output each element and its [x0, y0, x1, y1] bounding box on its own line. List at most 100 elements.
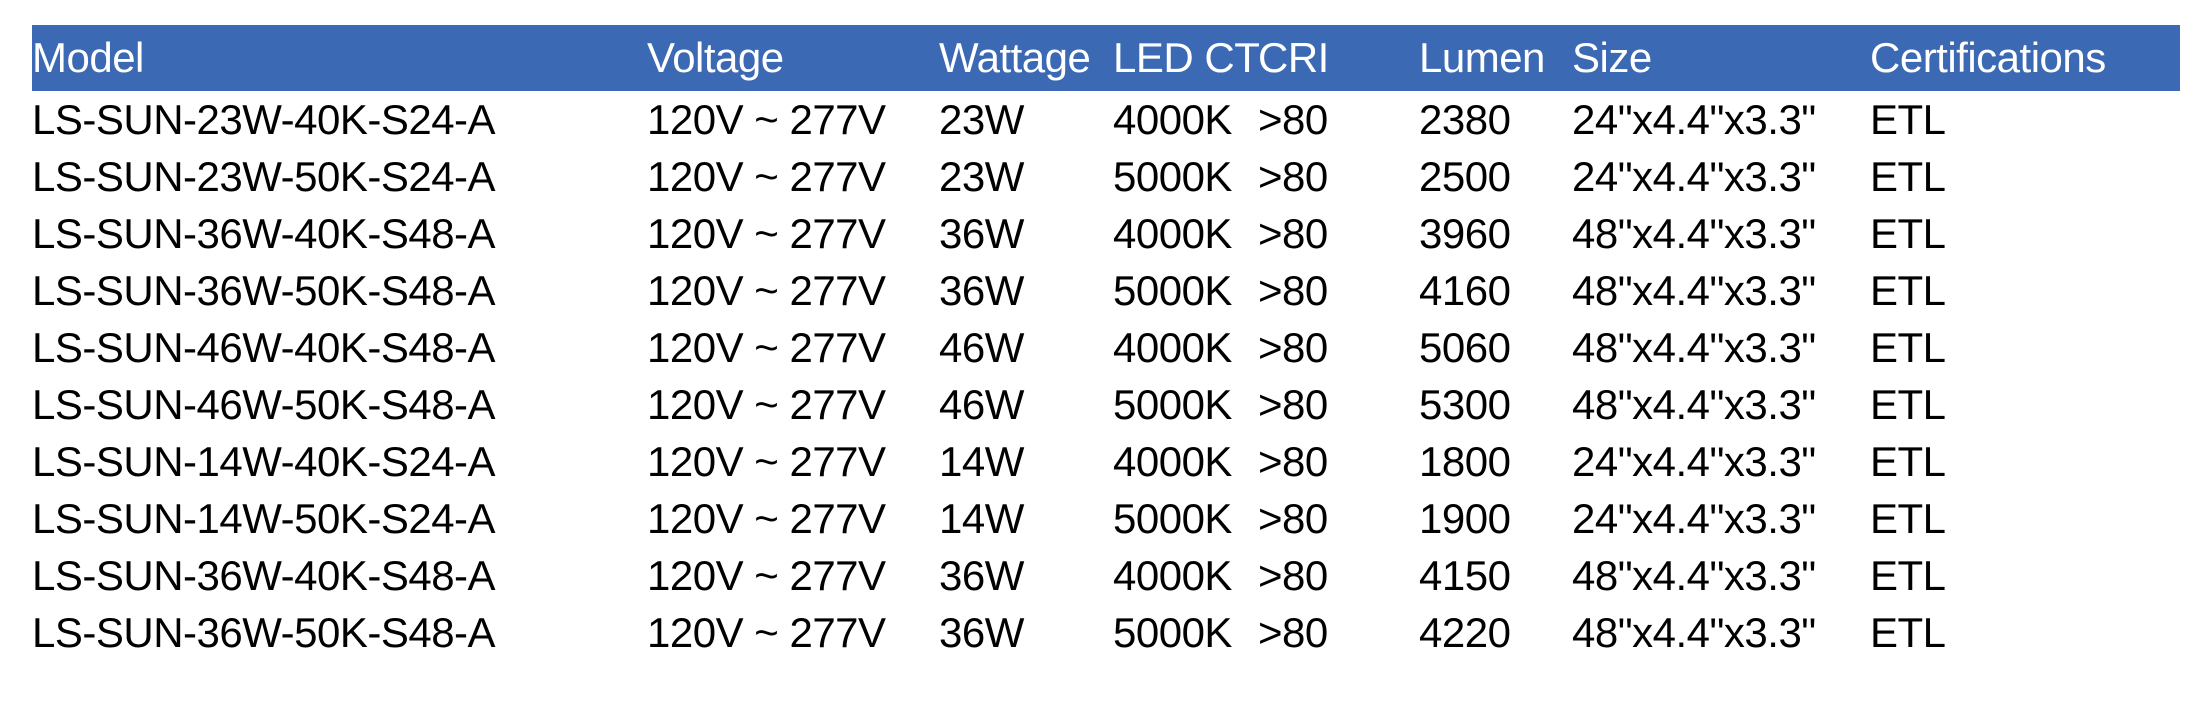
- cell-cri: >80: [1258, 323, 1328, 371]
- cell-led_ct: 4000K: [1113, 95, 1232, 143]
- cell-model: LS-SUN-23W-50K-S24-A: [32, 152, 496, 200]
- cell-wattage: 46W: [939, 323, 1024, 371]
- cell-lumen: 4150: [1419, 551, 1511, 599]
- table-row: LS-SUN-23W-40K-S24-A 120V ~ 277V 23W 4000K >…: [32, 91, 2180, 148]
- cell-lumen: 2500: [1419, 152, 1511, 200]
- cell-certifications: ETL: [1870, 95, 1946, 143]
- cell-size: 48"x4.4"x3.3": [1572, 551, 1816, 599]
- cell-lumen: 5060: [1419, 323, 1511, 371]
- cell-voltage: 120V ~ 277V: [647, 437, 886, 485]
- cell-size: 24"x4.4"x3.3": [1572, 437, 1816, 485]
- cell-cri: >80: [1258, 95, 1328, 143]
- cell-led_ct: 5000K: [1113, 380, 1232, 428]
- cell-wattage: 14W: [939, 437, 1024, 485]
- cell-size: 24"x4.4"x3.3": [1572, 152, 1816, 200]
- cell-lumen: 2380: [1419, 95, 1511, 143]
- table-row: LS-SUN-36W-50K-S48-A 120V ~ 277V 36W 5000K >…: [32, 262, 2180, 319]
- cell-cri: >80: [1258, 209, 1328, 257]
- header-row: Model Voltage Wattage LED CT CRI Lumen Size Cer…: [32, 25, 2180, 91]
- cell-lumen: 1800: [1419, 437, 1511, 485]
- cell-certifications: ETL: [1870, 266, 1946, 314]
- cell-voltage: 120V ~ 277V: [647, 323, 886, 371]
- column-header-cri: CRI: [1258, 25, 1419, 91]
- cell-cri: >80: [1258, 152, 1328, 200]
- cell-model: LS-SUN-36W-40K-S48-A: [32, 209, 496, 257]
- cell-lumen: 3960: [1419, 209, 1511, 257]
- cell-lumen: 4160: [1419, 266, 1511, 314]
- cell-wattage: 23W: [939, 95, 1024, 143]
- cell-cri: >80: [1258, 608, 1328, 656]
- column-header-model: Model: [32, 25, 647, 91]
- table-body: LS-SUN-23W-40K-S24-A 120V ~ 277V 23W 4000K >…: [32, 91, 2180, 661]
- table-row: LS-SUN-36W-40K-S48-A 120V ~ 277V 36W 4000K >…: [32, 547, 2180, 604]
- cell-certifications: ETL: [1870, 551, 1946, 599]
- cell-cri: >80: [1258, 551, 1328, 599]
- cell-size: 24"x4.4"x3.3": [1572, 95, 1816, 143]
- column-header-voltage: Voltage: [647, 25, 939, 91]
- cell-voltage: 120V ~ 277V: [647, 95, 886, 143]
- cell-led_ct: 5000K: [1113, 608, 1232, 656]
- cell-model: LS-SUN-36W-40K-S48-A: [32, 551, 496, 599]
- cell-wattage: 36W: [939, 608, 1024, 656]
- cell-led_ct: 5000K: [1113, 152, 1232, 200]
- cell-model: LS-SUN-36W-50K-S48-A: [32, 608, 496, 656]
- cell-model: LS-SUN-14W-40K-S24-A: [32, 437, 496, 485]
- spec-table: Model Voltage Wattage LED CT CRI Lumen Size Cer…: [32, 25, 2180, 661]
- table-header: Model Voltage Wattage LED CT CRI Lumen Size Cer…: [32, 25, 2180, 91]
- cell-wattage: 36W: [939, 266, 1024, 314]
- cell-size: 48"x4.4"x3.3": [1572, 380, 1816, 428]
- cell-led_ct: 4000K: [1113, 323, 1232, 371]
- cell-size: 48"x4.4"x3.3": [1572, 209, 1816, 257]
- cell-led_ct: 4000K: [1113, 209, 1232, 257]
- cell-certifications: ETL: [1870, 152, 1946, 200]
- cell-led_ct: 5000K: [1113, 266, 1232, 314]
- cell-cri: >80: [1258, 266, 1328, 314]
- cell-size: 48"x4.4"x3.3": [1572, 323, 1816, 371]
- table-row: LS-SUN-23W-50K-S24-A 120V ~ 277V 23W 5000K >…: [32, 148, 2180, 205]
- cell-voltage: 120V ~ 277V: [647, 266, 886, 314]
- cell-led_ct: 4000K: [1113, 437, 1232, 485]
- cell-size: 48"x4.4"x3.3": [1572, 608, 1816, 656]
- column-header-wattage: Wattage: [939, 25, 1113, 91]
- cell-certifications: ETL: [1870, 437, 1946, 485]
- cell-certifications: ETL: [1870, 209, 1946, 257]
- column-header-size: Size: [1572, 25, 1870, 91]
- table-row: LS-SUN-36W-50K-S48-A 120V ~ 277V 36W 5000K >…: [32, 604, 2180, 661]
- table-row: LS-SUN-14W-50K-S24-A 120V ~ 277V 14W 5000K >…: [32, 490, 2180, 547]
- cell-wattage: 46W: [939, 380, 1024, 428]
- cell-size: 24"x4.4"x3.3": [1572, 494, 1816, 542]
- cell-voltage: 120V ~ 277V: [647, 608, 886, 656]
- cell-lumen: 1900: [1419, 494, 1511, 542]
- cell-cri: >80: [1258, 437, 1328, 485]
- table-row: LS-SUN-36W-40K-S48-A 120V ~ 277V 36W 4000K >…: [32, 205, 2180, 262]
- cell-wattage: 23W: [939, 152, 1024, 200]
- cell-voltage: 120V ~ 277V: [647, 209, 886, 257]
- cell-led_ct: 5000K: [1113, 494, 1232, 542]
- cell-model: LS-SUN-46W-50K-S48-A: [32, 380, 496, 428]
- column-header-led_ct: LED CT: [1113, 25, 1260, 91]
- cell-lumen: 4220: [1419, 608, 1511, 656]
- cell-model: LS-SUN-46W-40K-S48-A: [32, 323, 496, 371]
- cell-cri: >80: [1258, 494, 1328, 542]
- cell-voltage: 120V ~ 277V: [647, 551, 886, 599]
- cell-model: LS-SUN-36W-50K-S48-A: [32, 266, 496, 314]
- cell-wattage: 36W: [939, 551, 1024, 599]
- column-header-certifications: Certifications: [1870, 25, 2180, 91]
- cell-certifications: ETL: [1870, 380, 1946, 428]
- cell-wattage: 36W: [939, 209, 1024, 257]
- cell-cri: >80: [1258, 380, 1328, 428]
- cell-model: LS-SUN-23W-40K-S24-A: [32, 95, 496, 143]
- cell-certifications: ETL: [1870, 608, 1946, 656]
- cell-voltage: 120V ~ 277V: [647, 152, 886, 200]
- column-header-lumen: Lumen: [1419, 25, 1572, 91]
- cell-voltage: 120V ~ 277V: [647, 494, 886, 542]
- cell-voltage: 120V ~ 277V: [647, 380, 886, 428]
- cell-lumen: 5300: [1419, 380, 1511, 428]
- table-row: LS-SUN-46W-50K-S48-A 120V ~ 277V 46W 5000K >…: [32, 376, 2180, 433]
- cell-certifications: ETL: [1870, 494, 1946, 542]
- cell-certifications: ETL: [1870, 323, 1946, 371]
- table-row: LS-SUN-14W-40K-S24-A 120V ~ 277V 14W 4000K >…: [32, 433, 2180, 490]
- cell-model: LS-SUN-14W-50K-S24-A: [32, 494, 496, 542]
- cell-led_ct: 4000K: [1113, 551, 1232, 599]
